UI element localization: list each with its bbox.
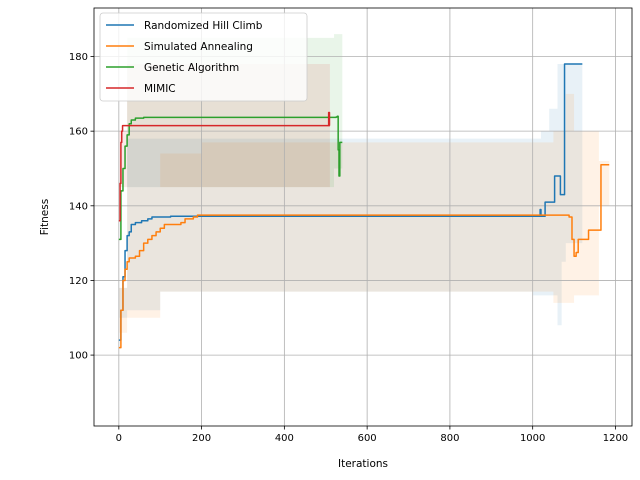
line-simulated-annealing <box>118 164 610 349</box>
y-tick-label: 120 <box>69 276 88 287</box>
plot-frame <box>93 7 633 427</box>
x-axis-ticks: 0 200 400 600 800 1000 1200 <box>116 426 628 444</box>
y-tick-label: 140 <box>69 201 88 212</box>
y-tick-label: 160 <box>69 127 88 138</box>
y-tick-label: 180 <box>69 52 88 63</box>
x-tick-label: 1000 <box>520 433 545 444</box>
x-tick-label: 0 <box>116 433 122 444</box>
x-tick-label: 400 <box>275 433 294 444</box>
band-simulated-annealing <box>118 93 610 374</box>
y-axis-ticks: 100 120 140 160 180 <box>69 52 94 362</box>
band-randomized-hill-climb <box>118 63 583 393</box>
y-tick-label: 100 <box>69 351 88 362</box>
series-lines <box>118 63 610 349</box>
y-axis-label: Fitness <box>39 199 51 235</box>
line-mimic <box>118 111 331 222</box>
legend: Randomized Hill Climb Simulated Annealing… <box>99 12 308 102</box>
line-randomized-hill-climb <box>118 63 583 341</box>
legend-box <box>99 12 308 102</box>
legend-label-randomized-hill-climb: Randomized Hill Climb <box>144 20 263 32</box>
x-tick-label: 1200 <box>603 433 628 444</box>
line-genetic-algorithm <box>118 115 343 241</box>
x-tick-label: 600 <box>358 433 377 444</box>
legend-label-simulated-annealing: Simulated Annealing <box>144 41 253 53</box>
legend-label-mimic: MIMIC <box>144 83 176 95</box>
x-tick-label: 200 <box>192 433 211 444</box>
legend-label-genetic-algorithm: Genetic Algorithm <box>144 62 239 74</box>
x-axis-label: Iterations <box>338 458 388 470</box>
x-tick-label: 800 <box>440 433 459 444</box>
